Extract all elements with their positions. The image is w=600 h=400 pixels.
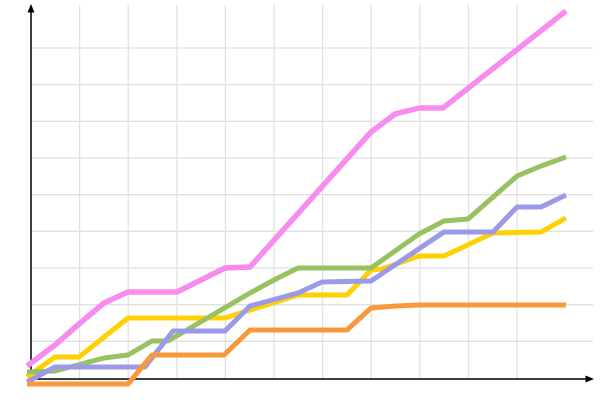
blue-line — [25, 192, 568, 385]
axes — [27, 4, 594, 383]
gridlines — [31, 5, 593, 379]
pink-line — [25, 8, 568, 369]
series-lines — [25, 8, 568, 387]
yellow-line — [25, 215, 568, 380]
green-line — [26, 154, 567, 375]
orange-line — [27, 302, 566, 387]
